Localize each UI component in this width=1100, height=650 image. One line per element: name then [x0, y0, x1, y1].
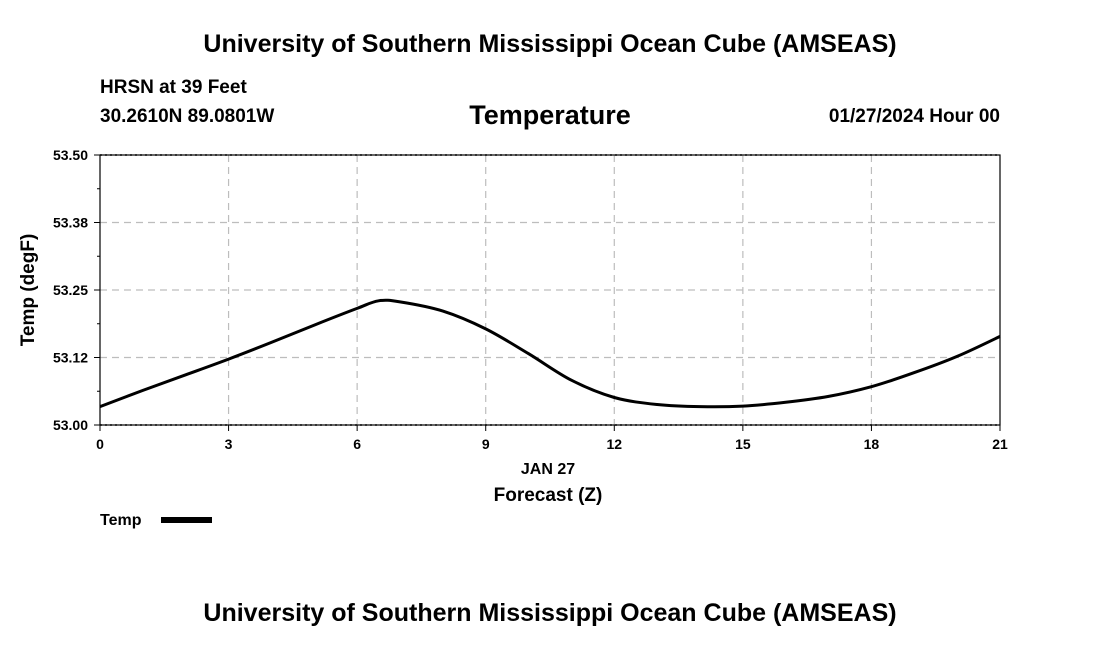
footer-title: University of Southern Mississippi Ocean…	[203, 599, 897, 627]
chart-title: Temperature	[469, 100, 631, 130]
y-tick-label: 53.38	[53, 215, 88, 231]
x-tick-label: 9	[482, 436, 490, 452]
x-tick-label: 21	[992, 436, 1008, 452]
legend-label: Temp	[100, 512, 142, 529]
x-tick-label: 3	[225, 436, 233, 452]
grid-lines	[100, 154, 1000, 426]
forecast-datetime: 01/27/2024 Hour 00	[828, 106, 1000, 127]
temp-series-line	[99, 298, 1001, 409]
date-label: JAN 27	[521, 461, 575, 478]
x-axis-label: Forecast (Z)	[494, 485, 603, 506]
y-tick-label: 53.00	[53, 417, 88, 433]
coordinates-label: 30.2610N 89.0801W	[100, 106, 275, 127]
y-axis-label: Temp (degF)	[18, 234, 39, 347]
y-tick-label: 53.25	[53, 282, 88, 298]
axis-ticks: 0 3 6 9 12 15 18 21 53.00 53.12 53.25 53.38 53.50	[53, 147, 1008, 452]
x-tick-label: 18	[864, 436, 880, 452]
y-tick-label: 53.50	[53, 147, 88, 163]
page-title: University of Southern Mississippi Ocean…	[203, 30, 897, 58]
series-layer	[99, 298, 1001, 409]
x-tick-label: 15	[735, 436, 751, 452]
x-tick-label: 12	[606, 436, 622, 452]
x-tick-label: 6	[353, 436, 361, 452]
y-tick-label: 53.12	[53, 350, 88, 366]
x-tick-label: 0	[96, 436, 104, 452]
legend: Temp	[100, 512, 212, 529]
station-label: HRSN at 39 Feet	[100, 77, 247, 98]
